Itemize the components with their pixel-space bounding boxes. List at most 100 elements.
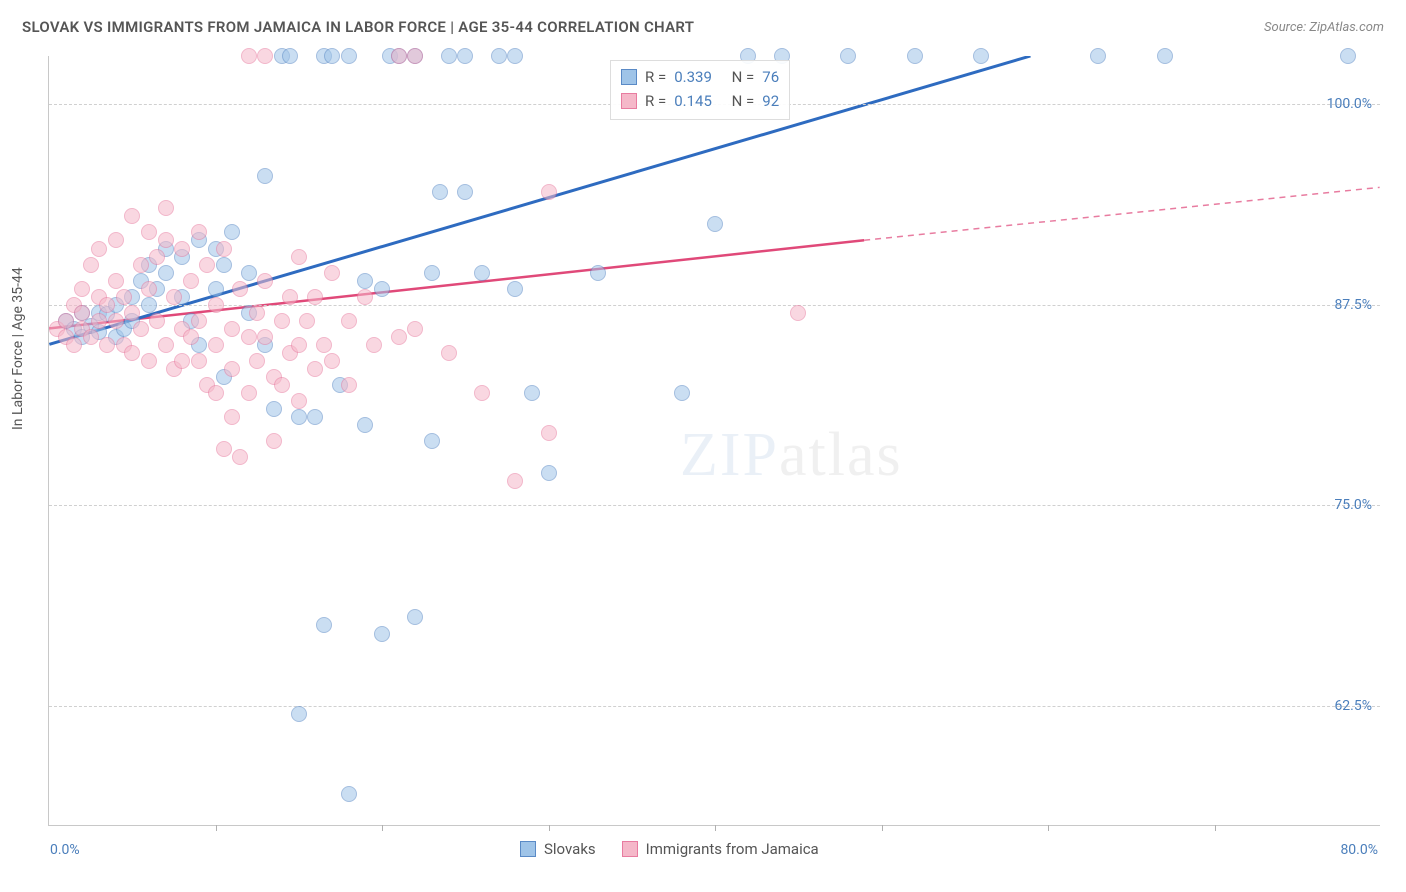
scatter-point [457,184,473,200]
chart-plot-area: 62.5%75.0%87.5%100.0% [48,56,1380,826]
scatter-point [282,289,298,305]
scatter-point [316,337,332,353]
scatter-point [58,313,74,329]
x-tick [382,825,383,831]
scatter-point [491,48,507,64]
regression-line-dashed [864,187,1379,240]
scatter-point [357,289,373,305]
scatter-point [1157,48,1173,64]
scatter-point [257,168,273,184]
scatter-point [541,465,557,481]
scatter-point [474,265,490,281]
scatter-point [116,289,132,305]
scatter-point [907,48,923,64]
scatter-point [241,385,257,401]
scatter-point [133,257,149,273]
scatter-point [216,441,232,457]
scatter-point [216,241,232,257]
scatter-point [407,609,423,625]
scatter-point [83,329,99,345]
scatter-point [341,786,357,802]
scatter-point [474,385,490,401]
scatter-point [507,281,523,297]
scatter-point [108,232,124,248]
legend-swatch-slovaks [520,841,536,857]
correlation-legend-row: R = 0.339 N = 76 [621,65,779,89]
scatter-point [341,377,357,393]
scatter-point [274,313,290,329]
scatter-point [191,353,207,369]
scatter-point [249,353,265,369]
scatter-point [324,353,340,369]
scatter-point [208,297,224,313]
scatter-point [174,353,190,369]
scatter-point [341,313,357,329]
scatter-point [357,417,373,433]
chart-title: SLOVAK VS IMMIGRANTS FROM JAMAICA IN LAB… [22,18,694,36]
scatter-point [166,289,182,305]
scatter-point [208,337,224,353]
scatter-point [232,281,248,297]
scatter-point [232,449,248,465]
scatter-point [158,200,174,216]
n-label: N = [732,92,755,110]
scatter-point [141,281,157,297]
scatter-point [541,425,557,441]
scatter-point [291,249,307,265]
scatter-point [424,265,440,281]
scatter-point [707,216,723,232]
scatter-point [407,321,423,337]
scatter-point [507,473,523,489]
scatter-point [324,265,340,281]
scatter-point [257,273,273,289]
scatter-point [507,48,523,64]
scatter-point [590,265,606,281]
legend-label-slovaks: Slovaks [544,840,596,858]
r-label: R = [645,68,666,86]
scatter-point [99,297,115,313]
scatter-point [441,345,457,361]
scatter-point [282,48,298,64]
legend-swatch-jamaica [622,841,638,857]
r-value-jamaica: 0.145 [674,92,712,110]
scatter-point [241,329,257,345]
scatter-point [324,48,340,64]
scatter-point [91,313,107,329]
scatter-point [191,313,207,329]
scatter-point [124,345,140,361]
scatter-point [208,385,224,401]
series-legend: Slovaks Immigrants from Jamaica [520,840,819,858]
scatter-point [249,305,265,321]
scatter-point [208,281,224,297]
y-axis-label: In Labor Force | Age 35-44 [10,267,26,430]
scatter-point [83,257,99,273]
scatter-point [108,313,124,329]
x-tick [1048,825,1049,831]
scatter-point [457,48,473,64]
scatter-point [316,617,332,633]
r-value-slovaks: 0.339 [674,68,712,86]
correlation-legend-row: R = 0.145 N = 92 [621,89,779,113]
scatter-point [124,305,140,321]
scatter-point [790,305,806,321]
scatter-point [524,385,540,401]
legend-swatch-jamaica [621,93,637,109]
source-attribution: Source: ZipAtlas.com [1264,20,1384,35]
grid-line [49,706,1380,707]
scatter-point [291,393,307,409]
x-tick [216,825,217,831]
correlation-legend: R = 0.339 N = 76 R = 0.145 N = 92 [610,60,790,120]
scatter-point [158,337,174,353]
scatter-point [299,313,315,329]
legend-label-jamaica: Immigrants from Jamaica [646,840,819,858]
scatter-point [374,281,390,297]
scatter-point [199,257,215,273]
regression-lines-svg [49,56,1380,825]
scatter-point [973,48,989,64]
scatter-point [840,48,856,64]
scatter-point [391,48,407,64]
grid-line [49,505,1380,506]
scatter-point [357,273,373,289]
scatter-point [174,241,190,257]
scatter-point [91,241,107,257]
